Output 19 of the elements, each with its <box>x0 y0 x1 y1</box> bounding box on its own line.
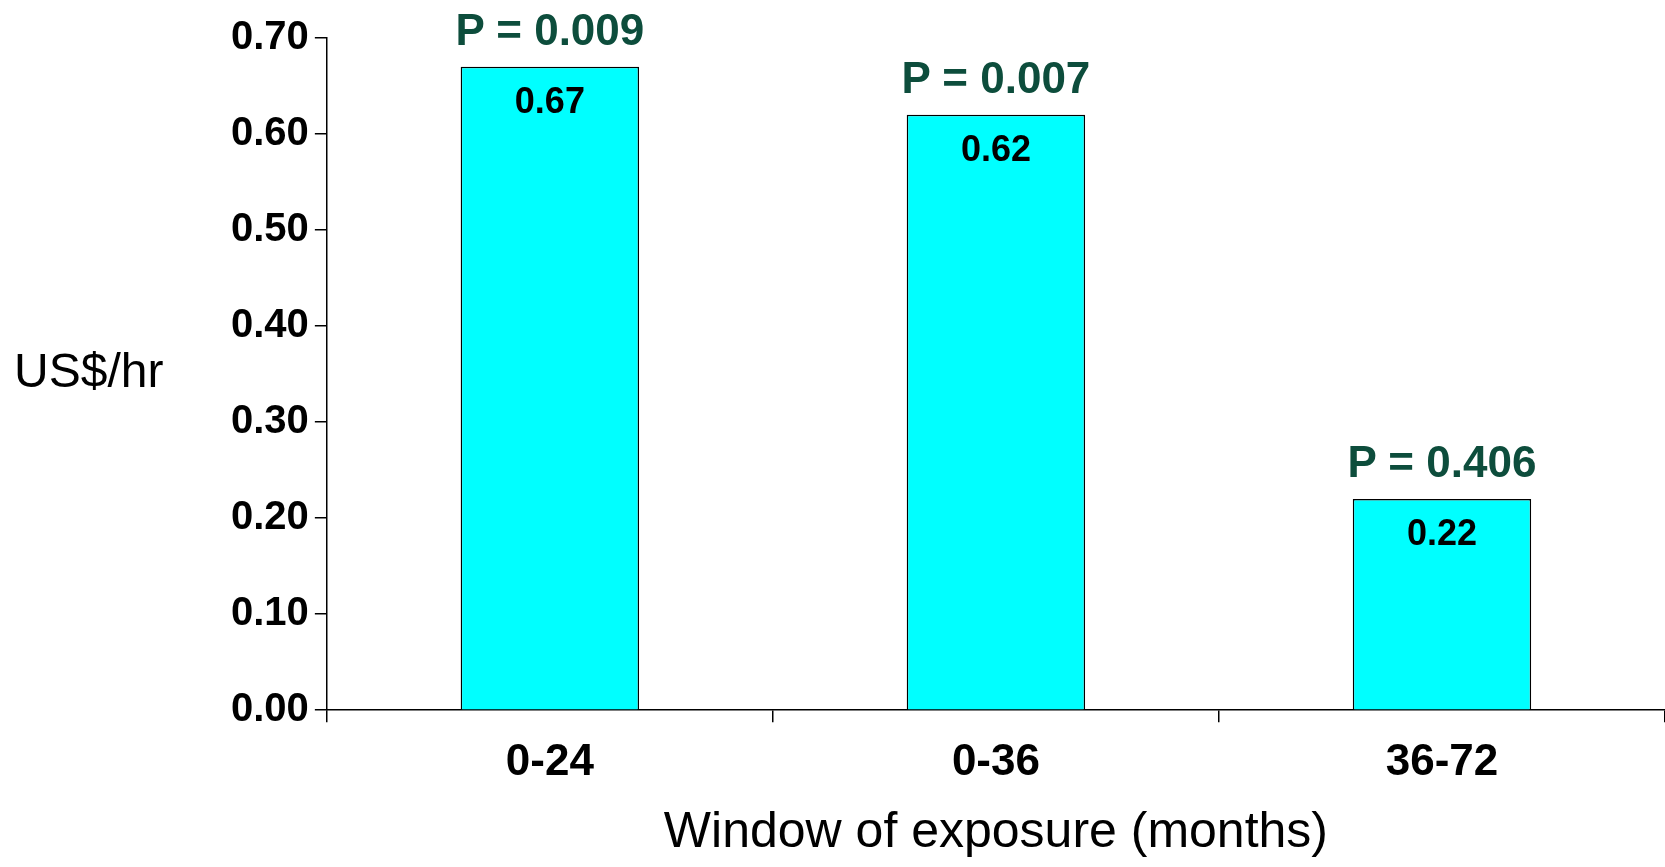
x-tick-label: 0-24 <box>505 734 595 784</box>
y-axis-title: US$/hr <box>14 344 164 398</box>
y-tick-label: 0.30 <box>230 397 309 442</box>
y-tick-label: 0.60 <box>230 109 309 154</box>
y-tick-label: 0.50 <box>230 205 309 250</box>
data-label: 0.62 <box>960 127 1031 169</box>
y-tick-label: 0.40 <box>230 301 309 346</box>
x-axis-title: Window of exposure (months) <box>663 801 1329 858</box>
annotation: P = 0.406 <box>1347 437 1537 487</box>
annotation: P = 0.007 <box>901 52 1091 102</box>
annotation: P = 0.009 <box>455 4 645 54</box>
data-label: 0.22 <box>1406 511 1478 553</box>
y-tick-label: 0.00 <box>230 685 309 730</box>
y-tick-label: 0.70 <box>230 13 309 58</box>
y-tick-label: 0.20 <box>230 493 309 538</box>
data-label: 0.67 <box>514 79 585 121</box>
x-tick-label: 36-72 <box>1385 734 1499 784</box>
y-tick-label: 0.10 <box>230 589 309 634</box>
x-tick-label: 0-36 <box>951 734 1040 784</box>
